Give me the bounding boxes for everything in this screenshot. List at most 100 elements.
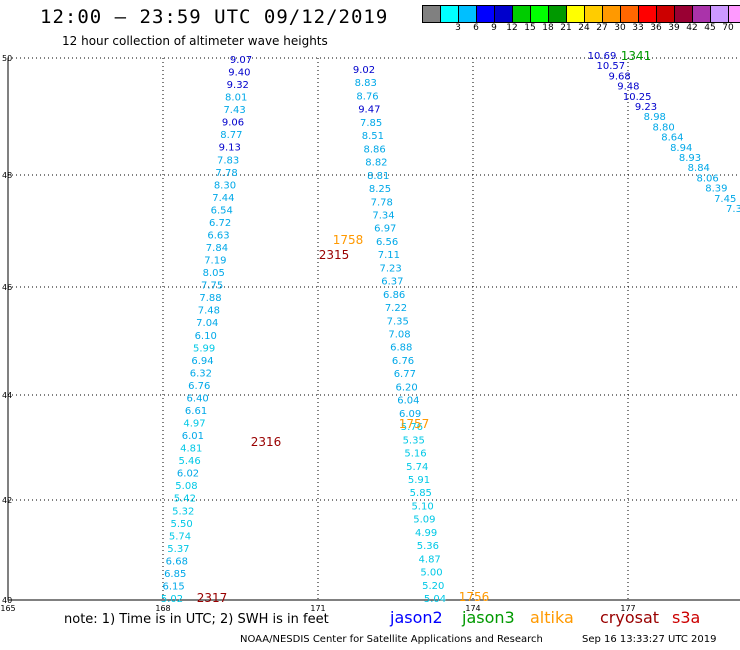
- track2-wave-height: 5.76: [401, 422, 423, 433]
- track1-wave-height: 5.50: [170, 519, 192, 530]
- track1-wave-height: 6.94: [191, 356, 213, 367]
- longitude-tick-label: 165: [0, 604, 15, 613]
- track1-wave-height: 9.40: [228, 68, 250, 79]
- track2-wave-height: 5.85: [410, 488, 432, 499]
- track1-wave-height: 5.32: [172, 506, 194, 517]
- track3-wave-height: 7.3: [726, 204, 740, 215]
- track2-wave-height: 5.36: [417, 541, 439, 552]
- track3-wave-height: 10.69: [588, 51, 617, 62]
- track1-wave-height: 6.85: [164, 569, 186, 580]
- color-scale-legend: [422, 5, 740, 23]
- track2-wave-height: 5.04: [424, 594, 446, 605]
- track2-wave-height: 5.20: [422, 581, 444, 592]
- track1-wave-height: 7.44: [212, 193, 234, 204]
- legend-swatch: [441, 6, 459, 22]
- legend-tick-label: 24: [578, 23, 590, 33]
- track1-wave-height: 7.88: [199, 293, 221, 304]
- track1-wave-height: 5.74: [169, 531, 191, 542]
- legend-swatch: [495, 6, 513, 22]
- legend-tick-label: 15: [524, 23, 536, 33]
- track2-wave-height: 4.99: [415, 528, 437, 539]
- track1-wave-height: 6.32: [190, 368, 212, 379]
- credit-line: NOAA/NESDIS Center for Satellite Applica…: [240, 634, 543, 645]
- legend-tick-label: 30: [614, 23, 626, 33]
- track1-wave-height: 5.42: [174, 494, 196, 505]
- longitude-tick-label: 177: [620, 604, 635, 613]
- track2-wave-height: 8.86: [364, 144, 386, 155]
- track1-wave-height: 6.01: [182, 431, 204, 442]
- track2-wave-height: 5.09: [413, 515, 435, 526]
- longitude-tick-label: 168: [155, 604, 170, 613]
- legend-swatch: [549, 6, 567, 22]
- track1-wave-height: 6.72: [209, 218, 231, 229]
- track2-wave-height: 5.10: [411, 501, 433, 512]
- track1-wave-height: 7.84: [206, 243, 228, 254]
- track1-wave-height: 6.10: [195, 331, 217, 342]
- track2-wave-height: 7.22: [385, 303, 407, 314]
- legend-tick-label: 70: [722, 23, 734, 33]
- sat-jason3-label: jason3: [462, 608, 515, 627]
- track2-wave-height: 8.76: [356, 91, 378, 102]
- track3-wave-height: 9.23: [635, 102, 657, 113]
- legend-tick-label: 18: [542, 23, 554, 33]
- track2-wave-height: 8.82: [365, 158, 387, 169]
- legend-tick-label: 42: [686, 23, 698, 33]
- sat-altika-label: altika: [530, 608, 574, 627]
- track3-wave-height: 8.64: [661, 133, 683, 144]
- track1-wave-height: 6.68: [166, 556, 188, 567]
- track1-wave-height: 9.32: [227, 80, 249, 91]
- sat-jason2-label: jason2: [390, 608, 443, 627]
- track2-wave-height: 7.11: [378, 250, 400, 261]
- track1-wave-height: 9.06: [222, 118, 244, 129]
- track3-wave-height: 8.93: [679, 153, 701, 164]
- track1-wave-height: 7.75: [201, 281, 223, 292]
- latitude-tick-label: 50: [2, 54, 12, 63]
- legend-swatch: [423, 6, 441, 22]
- map-subtitle: 12 hour collection of altimeter wave hei…: [62, 34, 328, 48]
- track2-wave-height: 6.09: [399, 409, 421, 420]
- legend-tick-label: 45: [704, 23, 716, 33]
- longitude-tick-label: 171: [310, 604, 325, 613]
- legend-swatch: [711, 6, 729, 22]
- track1-wave-height: 8.30: [214, 180, 236, 191]
- map-title: 12:00 — 23:59 UTC 09/12/2019: [40, 6, 389, 28]
- track3-wave-height: 7.45: [714, 194, 736, 205]
- track2-wave-height: 7.34: [372, 210, 394, 221]
- track1-wave-height: 9.07: [230, 55, 252, 66]
- legend-swatch: [567, 6, 585, 22]
- track2-wave-height: 5.00: [420, 568, 442, 579]
- track3-wave-height: 9.48: [617, 82, 639, 93]
- track2-wave-height: 9.02: [353, 65, 375, 76]
- track2-wave-height: 6.97: [374, 224, 396, 235]
- legend-swatch: [603, 6, 621, 22]
- legend-tick-label: 36: [650, 23, 662, 33]
- units-note: note: 1) Time is in UTC; 2) SWH is in fe…: [64, 612, 329, 627]
- track1-wave-height: 4.97: [183, 419, 205, 430]
- legend-tick-label: 33: [632, 23, 644, 33]
- track1-wave-height: 6.15: [162, 581, 184, 592]
- track2-wave-height: 6.04: [397, 396, 419, 407]
- legend-tick-label: 6: [473, 23, 479, 33]
- track1-wave-height: 9.13: [219, 143, 241, 154]
- track1-wave-height: 8.77: [220, 130, 242, 141]
- sat-cryosat-label: cryosat: [600, 608, 660, 627]
- legend-swatch: [639, 6, 657, 22]
- pass-time-label: 2315: [319, 248, 350, 262]
- track2-wave-height: 6.56: [376, 237, 398, 248]
- sat-s3a-label: s3a: [672, 608, 701, 627]
- latitude-tick-label: 44: [2, 391, 12, 400]
- track2-wave-height: 6.76: [392, 356, 414, 367]
- track1-wave-height: 5.99: [193, 343, 215, 354]
- track1-wave-height: 8.01: [225, 93, 247, 104]
- track2-wave-height: 5.35: [403, 435, 425, 446]
- track1-wave-height: 6.40: [187, 393, 209, 404]
- track3-wave-height: 9.68: [608, 71, 630, 82]
- track2-wave-height: 7.08: [388, 330, 410, 341]
- latitude-tick-label: 40: [2, 596, 12, 605]
- track3-wave-height: 10.25: [623, 92, 652, 103]
- track2-wave-height: 7.85: [360, 118, 382, 129]
- track2-wave-height: 5.16: [404, 449, 426, 460]
- track3-wave-height: 8.39: [705, 184, 727, 195]
